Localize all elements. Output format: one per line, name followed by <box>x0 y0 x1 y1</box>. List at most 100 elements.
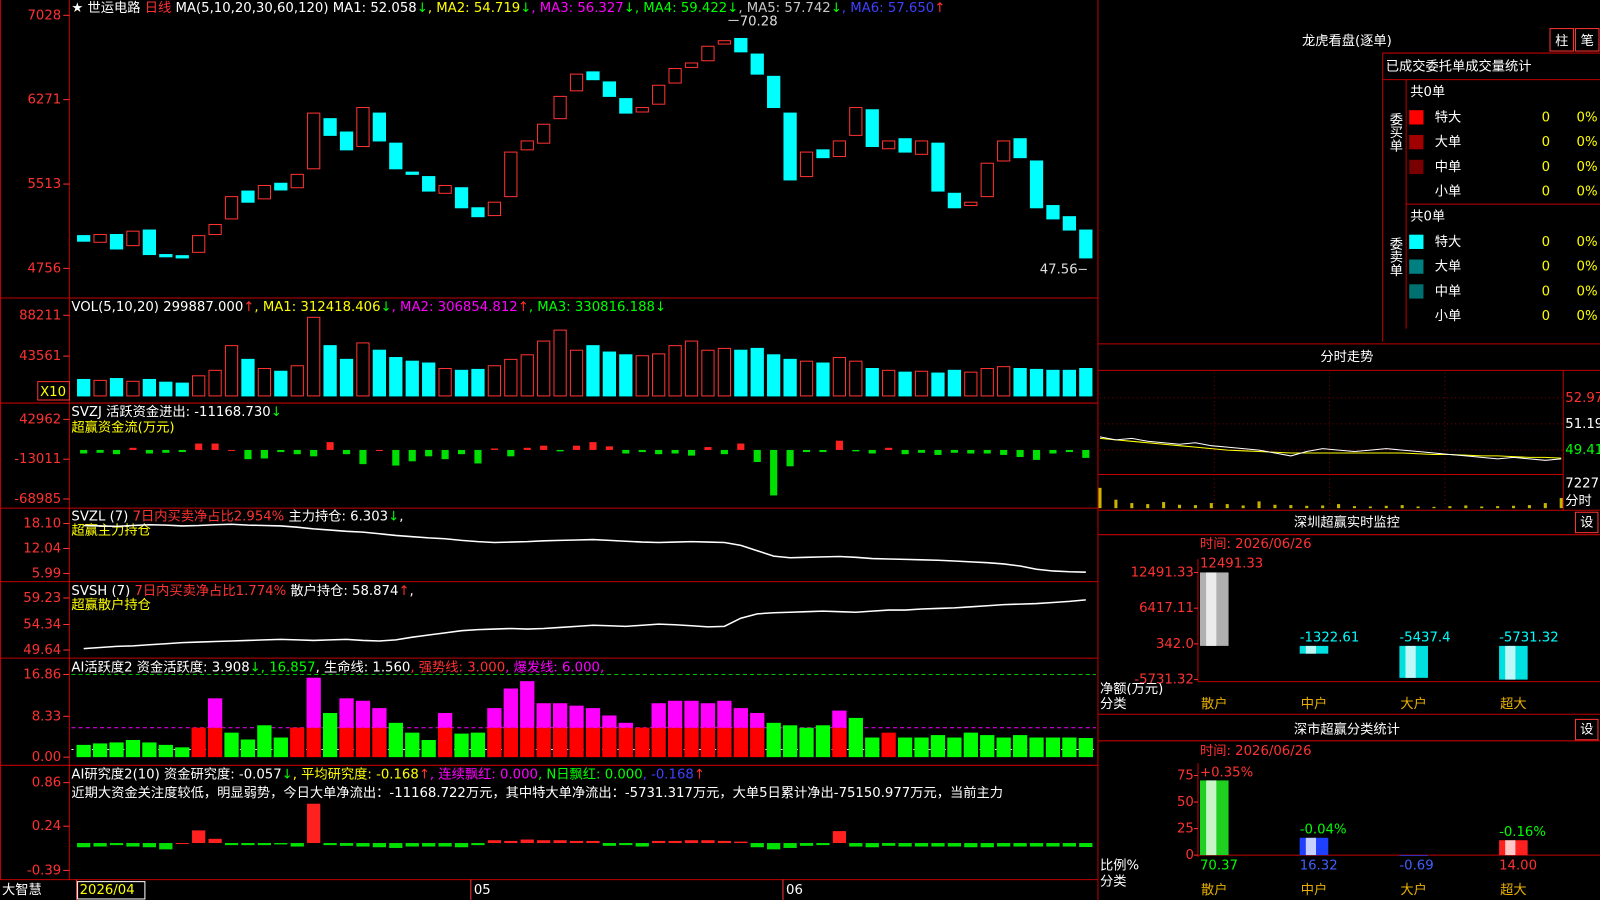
indicator-bar <box>816 843 830 846</box>
activity-bar <box>355 727 371 758</box>
indicator-bar <box>605 446 613 450</box>
candle <box>947 192 962 209</box>
settings-button[interactable] <box>1575 718 1599 741</box>
indicator-bar <box>586 840 600 844</box>
indicator-bar <box>572 445 581 450</box>
volume-bar <box>126 380 140 397</box>
color-key <box>1409 159 1424 175</box>
volume-bar <box>931 372 945 397</box>
volume-bar <box>487 365 502 397</box>
activity-bar <box>372 727 387 758</box>
legend-item: , MA3: 330816.188 <box>529 300 655 315</box>
candle <box>241 190 255 203</box>
color-key <box>1409 259 1424 274</box>
row-count: 0 <box>1542 309 1550 324</box>
volume-bar <box>980 367 994 397</box>
indicator-bar <box>885 447 893 450</box>
indicator-bar <box>142 843 157 848</box>
indicator-bar <box>767 843 781 850</box>
settings-button[interactable] <box>1575 511 1599 534</box>
candle <box>109 233 124 250</box>
volume-bar <box>142 378 157 397</box>
tab-label: 柱 <box>1555 33 1568 49</box>
volume-bar <box>964 371 978 397</box>
legend-item: ↓ <box>388 509 399 524</box>
volume-bar <box>192 375 206 397</box>
candle <box>93 233 107 243</box>
activity-bar <box>470 732 486 758</box>
indicator-bar <box>310 449 318 457</box>
activity-bar-top <box>585 708 601 728</box>
intraday-volume <box>1257 501 1261 509</box>
candle <box>405 171 419 175</box>
intraday-volume <box>1416 506 1420 509</box>
indicator-bar <box>802 449 811 453</box>
activity-bar-top <box>569 705 584 728</box>
indicator-bar <box>819 449 827 453</box>
y-tick-label: 6417.11 <box>1139 601 1194 616</box>
indicator-bar <box>882 843 896 846</box>
table-heading: 已成交委托单成交量统计 <box>1386 57 1532 74</box>
volume-bar <box>438 367 452 397</box>
volume-bar <box>783 358 797 397</box>
volume-bar <box>389 357 403 397</box>
legend-item: 世运电路 <box>83 0 144 16</box>
legend-item: ↑ <box>694 767 705 782</box>
activity-bar <box>388 722 403 758</box>
activity-bar <box>536 727 551 758</box>
activity-bar <box>207 727 223 758</box>
legend-item: ↓ <box>271 405 282 420</box>
legend-item: SVSH (7) <box>71 584 134 599</box>
legend-item: ↓ <box>282 767 293 782</box>
indicator-bar <box>257 843 272 846</box>
indicator-bar <box>339 843 354 846</box>
indicator-bar <box>192 830 206 844</box>
timestamp: 时间: 2026/06/26 <box>1200 743 1312 759</box>
intraday-volume <box>1177 504 1182 509</box>
volume-bar <box>865 367 879 397</box>
activity-bar <box>339 727 354 758</box>
activity-bar-top <box>684 700 699 728</box>
activity-bar <box>980 735 995 758</box>
activity-bar <box>290 727 305 758</box>
activity-bar <box>1078 737 1093 758</box>
y-tick-label: 59.23 <box>23 591 61 606</box>
row-label: 大单 <box>1435 134 1462 150</box>
legend-item: ↓ <box>250 660 261 675</box>
volume-bar <box>717 347 732 397</box>
activity-bar <box>487 727 502 758</box>
y-tick-label: 18.10 <box>23 516 61 531</box>
activity-bar <box>503 727 518 758</box>
activity-bar <box>224 732 239 758</box>
activity-bar <box>322 713 338 758</box>
row-pct: 0% <box>1577 235 1598 250</box>
indicator-bar <box>783 843 797 848</box>
volume-bar <box>750 347 764 397</box>
indicator-bar <box>671 449 679 454</box>
y-tick-label: 5513 <box>27 177 61 192</box>
candle <box>586 71 600 81</box>
indicator-bar <box>93 843 107 847</box>
indicator-bar <box>622 449 630 454</box>
activity-bar <box>109 742 124 758</box>
intraday-volume <box>1559 497 1563 509</box>
indicator-bar <box>652 840 666 844</box>
intraday-volume <box>1464 505 1468 509</box>
legend-item: , MA4: 59.422 <box>635 1 727 16</box>
indicator-bar <box>1049 449 1057 454</box>
row-pct: 0% <box>1577 309 1598 324</box>
activity-bar <box>191 727 206 758</box>
candle <box>832 140 847 158</box>
x-category-label: 中户 <box>1301 695 1328 712</box>
intraday-volume <box>1162 502 1166 509</box>
legend-item: ↓ <box>727 1 738 16</box>
vol-label: 分时 <box>1565 493 1592 509</box>
volume-bar <box>652 353 666 397</box>
indicator-bar <box>898 843 912 847</box>
row-label: 大单 <box>1435 259 1462 275</box>
legend-item: AI活跃度2 资金活跃度: 3.908 <box>71 659 249 675</box>
tab-button[interactable] <box>1549 28 1574 52</box>
activity-bar <box>306 727 321 758</box>
intraday-volume <box>1337 504 1341 509</box>
tab-button[interactable] <box>1575 28 1600 52</box>
